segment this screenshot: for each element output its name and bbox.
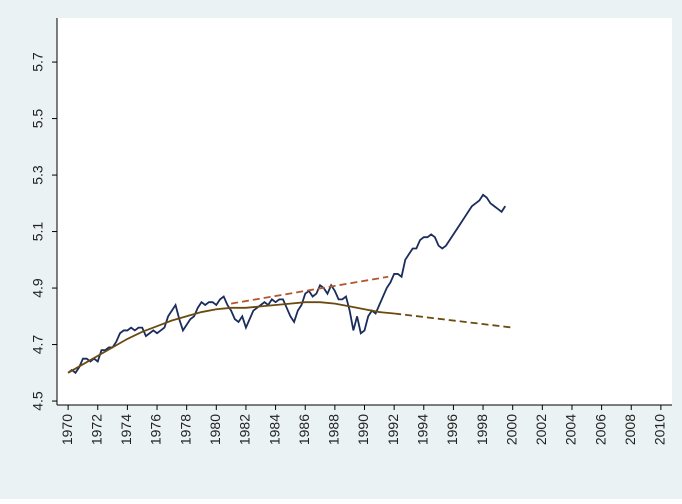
y-tick-label: 5.5 [30, 109, 46, 129]
x-tick-label: 1990 [355, 414, 371, 445]
data-line [67, 193, 507, 375]
x-tick-label: 1980 [207, 414, 223, 445]
x-tick-label: 1998 [474, 414, 490, 445]
x-tick-label: 2006 [592, 414, 608, 445]
x-tick-label: 1978 [177, 414, 193, 445]
x-tick-label: 2008 [622, 414, 638, 445]
x-tick-label: 1996 [444, 414, 460, 445]
x-tick-label: 2010 [652, 414, 668, 445]
x-tick-label: 1972 [88, 414, 104, 445]
x-tick-label: 1970 [59, 414, 75, 445]
y-tick-label: 5.3 [30, 165, 46, 185]
y-tick-label: 5.1 [30, 222, 46, 242]
x-tick-label: 1994 [414, 414, 430, 445]
data-line [394, 312, 513, 329]
data-line [67, 301, 395, 374]
y-tick-label: 4.7 [30, 335, 46, 355]
x-tick-label: 1982 [237, 414, 253, 445]
y-tick-label: 5.7 [30, 52, 46, 72]
x-tick-label: 1988 [326, 414, 342, 445]
data-line [230, 275, 389, 305]
x-tick-label: 1986 [296, 414, 312, 445]
x-tick-label: 1976 [148, 414, 164, 445]
x-tick-label: 2000 [503, 414, 519, 445]
y-tick-label: 4.9 [30, 278, 46, 298]
x-tick-label: 2002 [533, 414, 549, 445]
x-tick-label: 1992 [385, 414, 401, 445]
x-tick-label: 2004 [563, 414, 579, 445]
y-tick-label: 4.5 [30, 391, 46, 411]
plot-area [57, 18, 672, 405]
x-tick-label: 1984 [266, 414, 282, 445]
x-tick-label: 1974 [118, 414, 134, 445]
